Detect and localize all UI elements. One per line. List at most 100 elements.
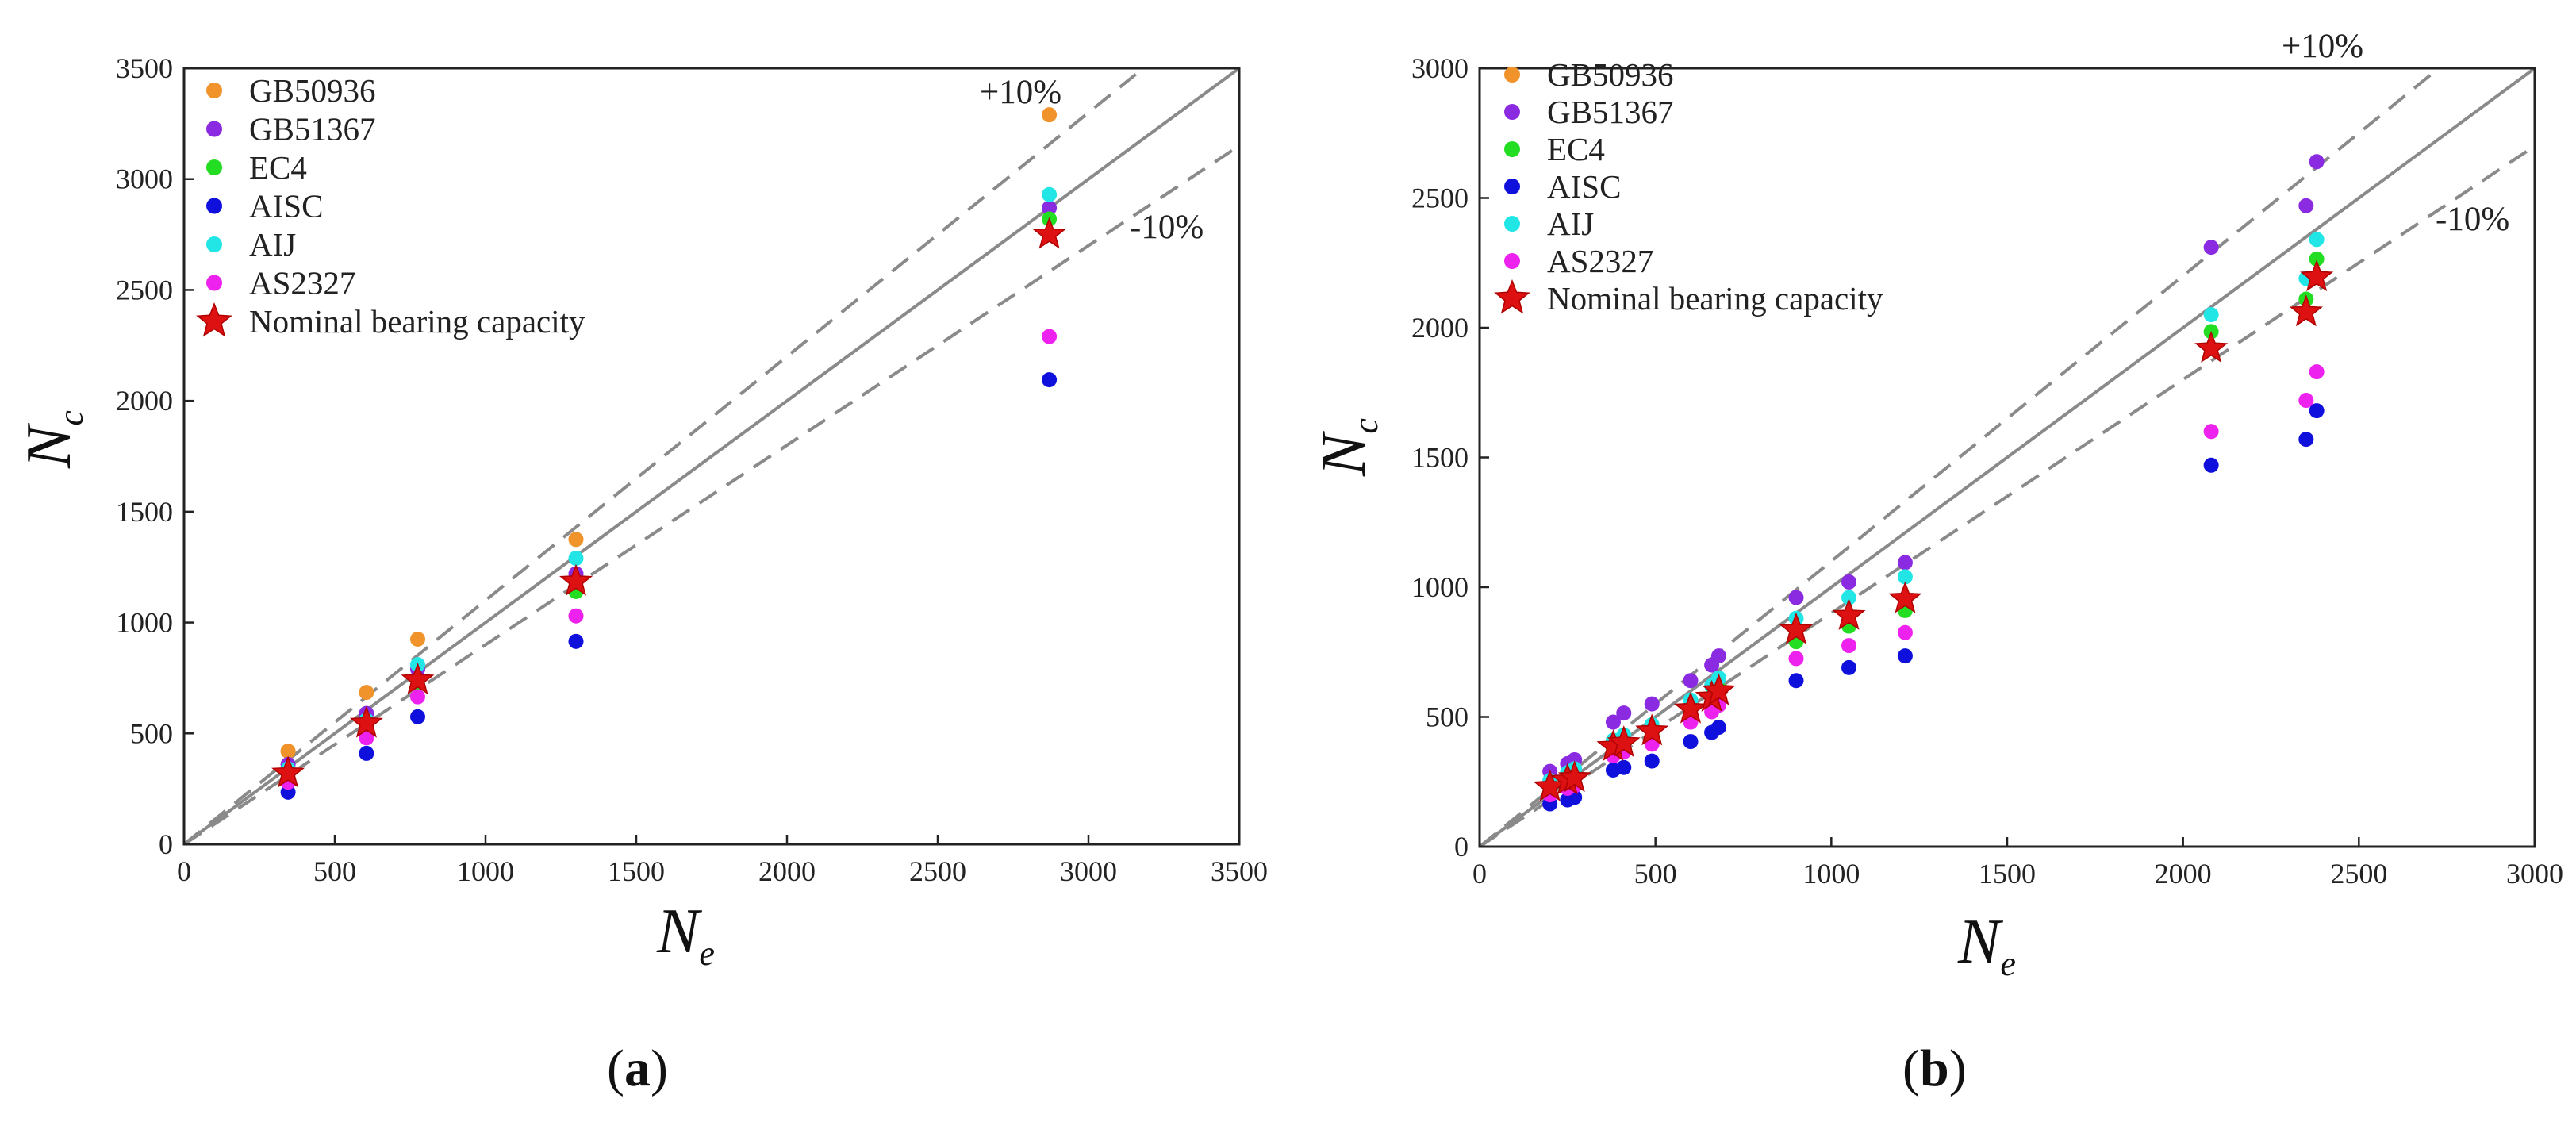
x-tick-label: 1000: [457, 855, 514, 887]
data-point: [1042, 186, 1058, 202]
data-point: [1042, 107, 1058, 123]
data-point-star: [1635, 713, 1669, 746]
legend-label: AIJ: [249, 226, 296, 263]
panel-label-b: (b): [1902, 1039, 1967, 1097]
legend-marker: [1504, 253, 1520, 269]
data-point-star: [1607, 725, 1641, 758]
data-point: [2309, 403, 2325, 419]
legend-marker: [1504, 179, 1520, 194]
data-point: [359, 685, 374, 701]
x-tick-label: 3500: [1211, 855, 1268, 887]
legend-item: AISC: [1504, 168, 1621, 205]
legend-item: EC4: [1504, 131, 1605, 167]
x-tick-label: 0: [177, 855, 191, 887]
data-point: [1616, 759, 1632, 775]
x-axis-title-a: Ne: [656, 897, 715, 973]
y-axis-title-b: Nc: [1309, 418, 1385, 477]
series-as2327: [280, 329, 1058, 790]
data-point: [2298, 198, 2314, 213]
data-point: [568, 551, 584, 567]
series-ec4: [1542, 251, 2325, 793]
data-point-star: [349, 705, 383, 738]
data-point: [2203, 307, 2219, 323]
legend-label: AS2327: [1547, 243, 1653, 279]
data-point: [2298, 432, 2314, 448]
data-point: [1841, 574, 1856, 590]
x-tick-label: 1500: [608, 855, 665, 887]
data-point-star: [271, 755, 305, 788]
y-tick-label: 3500: [116, 52, 173, 84]
y-tick-label: 3000: [116, 163, 173, 195]
data-point-star: [1673, 691, 1708, 724]
y-tick-label: 2500: [1411, 183, 1468, 214]
data-point: [568, 633, 584, 649]
legend-marker: [1504, 141, 1520, 157]
data-point: [1841, 590, 1856, 605]
y-tick-label: 1500: [1411, 442, 1468, 474]
legend-marker: [206, 198, 222, 214]
legend-label: GB50936: [1547, 56, 1673, 93]
x-tick-label: 2500: [909, 855, 966, 887]
band-label-minus10-b: -10%: [2436, 201, 2509, 238]
y-tick-label: 3000: [1411, 52, 1468, 84]
y-axis-title-a: Nc: [14, 410, 90, 469]
series-aisc: [280, 372, 1058, 800]
plot-frame-a: [182, 67, 1241, 846]
legend-item: AS2327: [1504, 243, 1653, 279]
axis-ticks-a: 0 500 1000 1500 2000 2500 3000 3500 0 500 1000 1500…: [116, 52, 1268, 887]
data-point: [1683, 673, 1699, 689]
series-ec4: [280, 211, 1058, 782]
legend-marker: [1504, 104, 1520, 120]
x-tick-label: 500: [1634, 858, 1677, 890]
legend-item: Nominal bearing capacity: [1494, 279, 1883, 317]
legend-marker: [206, 159, 222, 175]
legend-label: AS2327: [249, 265, 355, 302]
data-point: [1788, 590, 1804, 605]
data-point: [1042, 200, 1058, 216]
legend-marker-star: [1494, 279, 1530, 314]
data-point: [1710, 648, 1726, 664]
data-point: [2309, 232, 2325, 248]
series-nominal-bearing-capacity: [1533, 259, 2334, 801]
data-point: [410, 709, 425, 724]
data-point-star: [2289, 294, 2323, 327]
x-tick-label: 2500: [2330, 858, 2387, 890]
legend-marker-star: [196, 302, 232, 337]
y-tick-label: 2000: [1411, 312, 1468, 344]
legend-marker: [206, 121, 222, 137]
data-point-star: [2300, 259, 2334, 292]
data-point-star: [1888, 581, 1922, 613]
legend-label: EC4: [1547, 131, 1605, 167]
panel-label-a: (a): [607, 1039, 668, 1097]
legend-item: AISC: [206, 188, 323, 225]
legend-marker: [206, 83, 222, 98]
series-nominal-bearing-capacity: [271, 217, 1066, 788]
series-gb50936: [280, 107, 1058, 759]
band-label-plus10-b: +10%: [2282, 28, 2363, 65]
data-point-star: [1832, 598, 1866, 630]
chart-panel-a: 0 500 1000 1500 2000 2500 3000 3500 0 500 1000 1500…: [14, 52, 1268, 1097]
data-point-star: [1557, 760, 1591, 793]
legend-label: AIJ: [1547, 206, 1594, 242]
data-point: [410, 632, 425, 647]
data-point-star: [1032, 217, 1066, 249]
chart-panel-b: 0 500 1000 1500 2000 2500 3000 0 500 1000 1500 2000…: [1309, 28, 2563, 1097]
data-point: [2203, 457, 2219, 473]
data-point: [1897, 624, 1913, 640]
data-point-star: [2194, 331, 2229, 363]
data-point: [568, 608, 584, 624]
band-label-plus10-a: +10%: [980, 74, 1061, 111]
data-point: [1788, 673, 1804, 689]
data-point-star: [1702, 673, 1736, 705]
data-point-star: [559, 563, 593, 596]
legend-item: GB51367: [206, 111, 375, 148]
legend-label: GB50936: [249, 72, 375, 109]
data-point: [2309, 364, 2325, 380]
legend-label: Nominal bearing capacity: [249, 303, 585, 340]
x-axis-title-b: Ne: [1957, 907, 2016, 983]
legend-label: AISC: [249, 188, 323, 225]
data-point: [1710, 720, 1726, 736]
legend-label: AISC: [1547, 168, 1621, 205]
data-points-b: [1533, 154, 2334, 812]
